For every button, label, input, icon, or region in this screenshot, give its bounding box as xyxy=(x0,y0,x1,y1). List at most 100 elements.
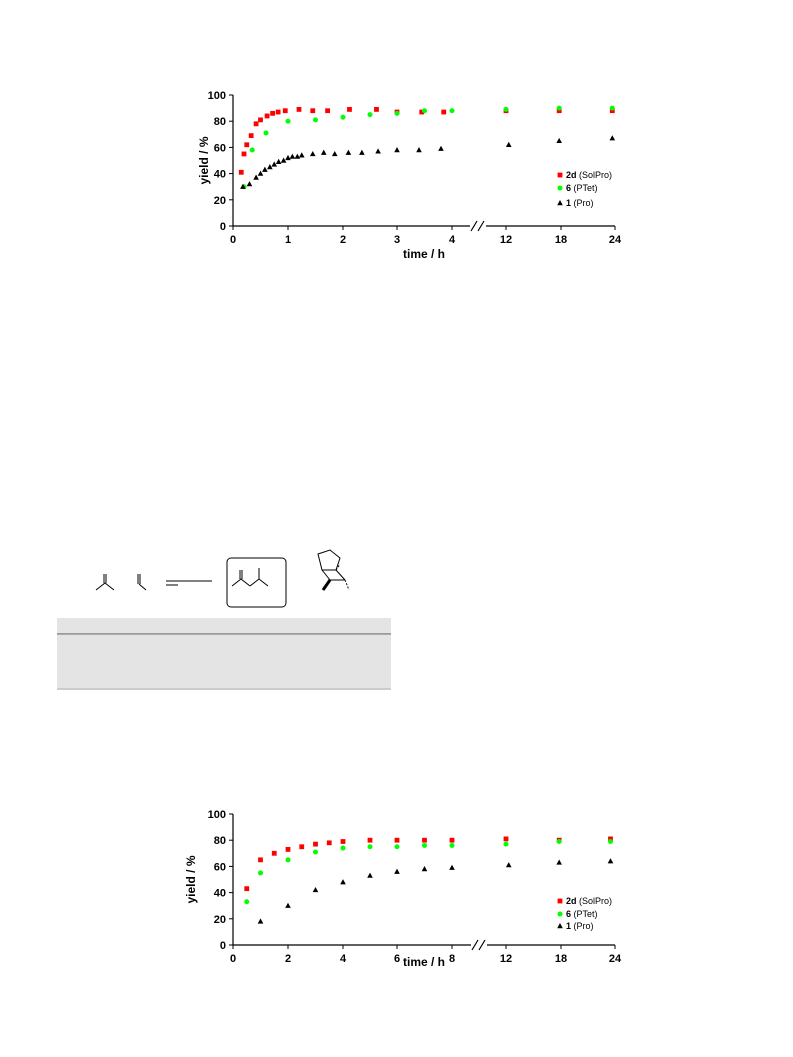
data-point xyxy=(313,849,318,855)
data-point xyxy=(258,857,263,863)
x-axis-title: time / h xyxy=(403,247,445,261)
data-point xyxy=(296,107,302,112)
data-point xyxy=(556,105,562,111)
y-tick-label: 40 xyxy=(214,888,226,900)
data-point xyxy=(270,110,275,116)
data-point xyxy=(320,149,327,155)
data-point xyxy=(285,118,291,124)
data-point xyxy=(340,845,346,851)
legend-marker xyxy=(557,923,563,929)
data-point xyxy=(449,842,455,848)
data-point xyxy=(238,169,244,175)
data-point xyxy=(374,107,379,112)
x-tick-label: 0 xyxy=(230,953,236,965)
axis-break-mark xyxy=(478,939,486,951)
data-point xyxy=(331,150,338,157)
data-point xyxy=(422,108,427,114)
x-tick-label: 3 xyxy=(394,234,400,246)
axes xyxy=(232,95,615,232)
legend-label: 2d (SolPro) xyxy=(566,896,612,906)
series-2 xyxy=(240,135,616,189)
data-point xyxy=(241,151,247,157)
data-point xyxy=(262,166,268,172)
x-tick-label: 2 xyxy=(340,234,346,246)
series-1 xyxy=(244,839,613,905)
data-point xyxy=(313,117,318,123)
data-point xyxy=(503,841,509,847)
data-point xyxy=(394,868,400,874)
data-point xyxy=(608,836,613,842)
data-point xyxy=(312,886,319,893)
axis-break-mark xyxy=(471,939,479,951)
data-point xyxy=(289,153,296,159)
legend: 2d (SolPro) 6 (PTet) 1 (Pro) xyxy=(557,896,612,931)
data-point xyxy=(340,114,346,120)
data-point xyxy=(340,879,346,885)
x-tick-label: 12 xyxy=(500,234,512,246)
x-tick-label: 8 xyxy=(449,953,455,965)
data-point xyxy=(271,850,277,856)
data-point xyxy=(367,844,373,850)
data-point xyxy=(310,108,316,114)
data-point xyxy=(449,837,455,843)
x-tick-label: 2 xyxy=(285,953,291,965)
y-tick-label: 80 xyxy=(214,116,226,128)
data-point xyxy=(608,839,613,845)
data-point xyxy=(340,839,346,844)
data-point xyxy=(394,837,400,843)
legend-marker xyxy=(557,172,563,178)
data-point xyxy=(556,839,562,845)
data-point xyxy=(299,844,305,850)
data-point xyxy=(263,130,269,136)
data-point xyxy=(248,133,254,139)
legend-marker xyxy=(557,898,563,904)
y-tick-label: 20 xyxy=(214,195,226,207)
legend: 2d (SolPro) 6 (PTet) 1 (Pro) xyxy=(557,170,612,208)
data-point xyxy=(421,866,428,872)
legend-marker xyxy=(557,911,563,917)
data-point xyxy=(394,147,400,153)
data-point xyxy=(285,846,291,852)
y-axis-title: yield / % xyxy=(184,855,198,903)
data-point xyxy=(422,837,427,843)
data-point xyxy=(249,147,255,153)
x-tick-label: 6 xyxy=(394,953,400,965)
data-point xyxy=(244,899,250,905)
data-point xyxy=(359,149,365,155)
data-point xyxy=(422,842,427,848)
data-point xyxy=(325,108,330,114)
data-point xyxy=(313,841,318,847)
legend-marker xyxy=(557,185,563,191)
y-tick-label: 100 xyxy=(208,90,226,102)
y-axis-title: yield / % xyxy=(197,136,211,184)
ketone-structure xyxy=(95,574,115,591)
y-tick-label: 0 xyxy=(220,221,226,233)
data-point xyxy=(298,152,305,158)
legend-marker xyxy=(557,200,563,206)
x-tick-label: 12 xyxy=(500,953,512,965)
data-point xyxy=(419,109,425,115)
data-point xyxy=(438,145,444,151)
data-point xyxy=(367,112,373,118)
data-point xyxy=(275,109,281,115)
reaction-arrow xyxy=(166,580,212,586)
y-tick-label: 60 xyxy=(214,142,226,154)
data-point xyxy=(367,872,373,878)
legend-label: 1 (Pro) xyxy=(566,921,594,931)
data-point xyxy=(326,840,332,846)
y-tick-label: 100 xyxy=(208,809,226,821)
data-point xyxy=(282,108,288,114)
data-point xyxy=(609,135,616,141)
x-tick-label: 1 xyxy=(285,234,291,246)
y-tick-label: 60 xyxy=(214,861,226,873)
legend-label: 6 (PTet) xyxy=(566,183,598,193)
data-point xyxy=(285,154,291,161)
data-point xyxy=(505,862,512,868)
data-point xyxy=(556,137,562,144)
data-point xyxy=(258,117,263,123)
data-point xyxy=(503,106,509,112)
legend-label: 2d (SolPro) xyxy=(566,170,612,180)
data-point xyxy=(258,870,263,876)
data-point xyxy=(246,181,253,187)
